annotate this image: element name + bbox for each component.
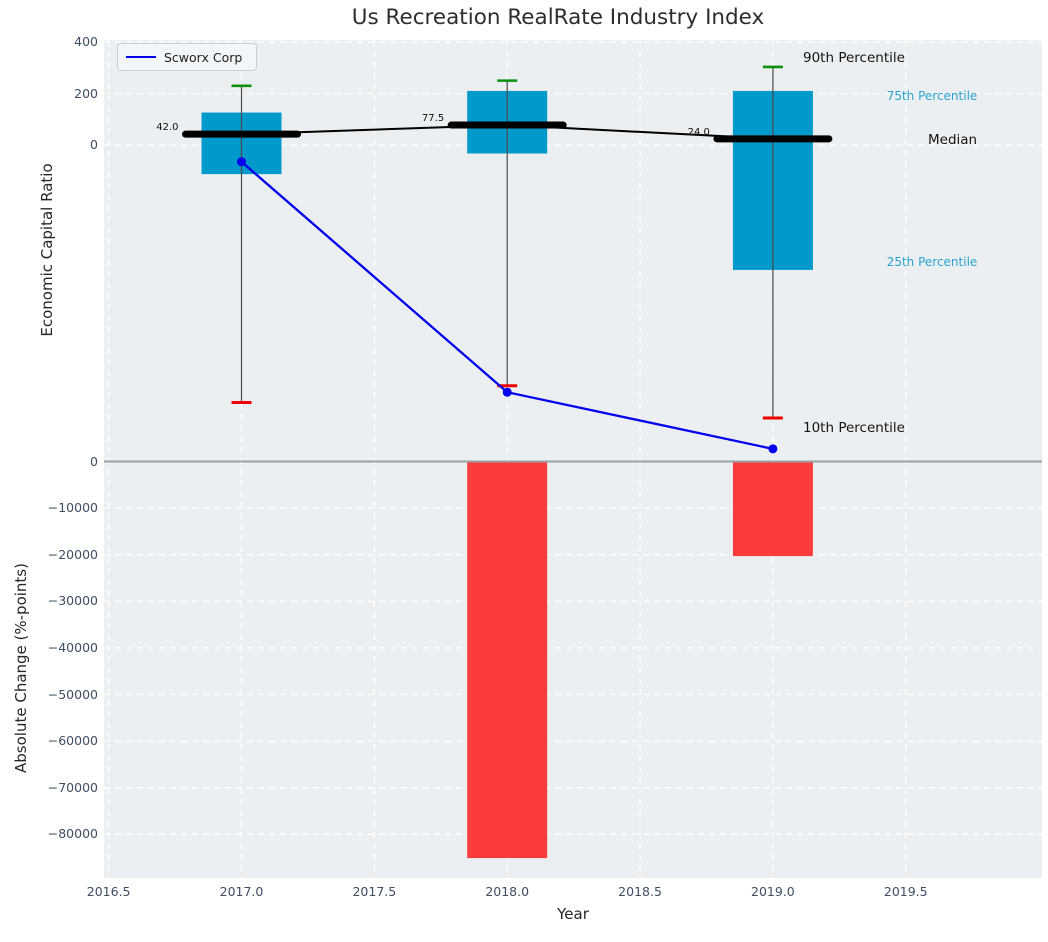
legend-label: Scworx Corp xyxy=(164,49,243,65)
x-tick-label: 2018.5 xyxy=(618,884,662,899)
annotation-25th-percentile: 25th Percentile xyxy=(886,255,978,269)
bottom-y-tick-label: −80000 xyxy=(47,826,98,842)
annotation-75th-percentile: 75th Percentile xyxy=(886,89,978,103)
top-y-tick-label: 400 xyxy=(74,34,98,49)
median-value-label: 77.5 xyxy=(421,113,445,125)
median-value-label: 42.0 xyxy=(156,122,179,134)
bottom-y-tick-label: −40000 xyxy=(47,639,98,655)
x-tick-label: 2017.5 xyxy=(352,884,397,899)
bottom-y-tick-label: −20000 xyxy=(47,546,98,562)
plot-area xyxy=(104,40,1042,878)
bottom-y-tick-label: −70000 xyxy=(47,779,98,795)
x-tick-label: 2018.0 xyxy=(485,884,530,899)
top-y-axis-label: Economic Capital Ratio xyxy=(38,163,56,337)
bottom-y-tick-label: −30000 xyxy=(47,593,98,609)
median-value-label: 24.0 xyxy=(687,126,710,138)
top-y-tick-label: 200 xyxy=(74,85,98,101)
x-tick-label: 2017.0 xyxy=(219,884,264,899)
bottom-y-tick-label: −10000 xyxy=(47,500,98,516)
x-axis-label: Year xyxy=(557,905,589,923)
legend: Scworx Corp xyxy=(117,43,258,71)
chart-title: Us Recreation RealRate Industry Index xyxy=(351,5,765,30)
legend-line-sample xyxy=(126,56,156,58)
top-y-tick-label: 0 xyxy=(90,137,98,152)
x-tick-label: 2019.5 xyxy=(883,884,928,899)
annotation-median: Median xyxy=(928,132,978,148)
bottom-y-tick-label: −50000 xyxy=(47,686,98,702)
bottom-y-tick-label: 0 xyxy=(90,453,98,469)
bottom-y-tick-label: −60000 xyxy=(47,733,98,749)
x-tick-label: 2019.0 xyxy=(751,884,795,899)
x-tick-label: 2016.5 xyxy=(86,884,131,899)
annotation-10th-percentile: 10th Percentile xyxy=(803,420,905,436)
annotation-90th-percentile: 90th Percentile xyxy=(803,50,905,66)
